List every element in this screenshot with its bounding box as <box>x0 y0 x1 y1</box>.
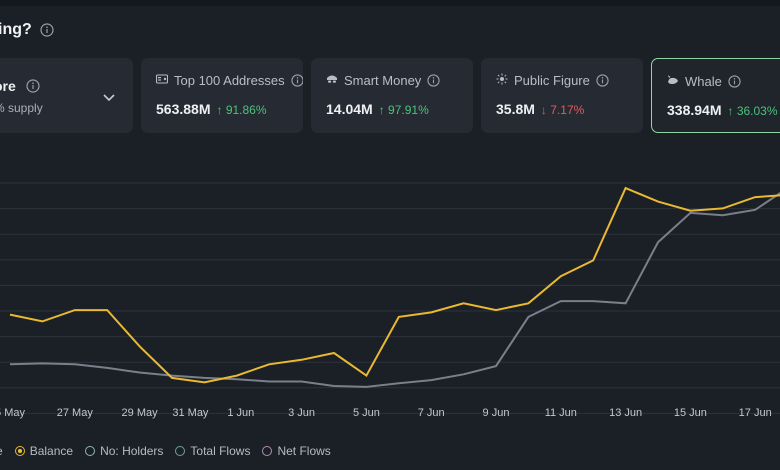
info-icon[interactable] <box>427 73 441 88</box>
series-line-balance <box>9 186 780 384</box>
public-figure-icon <box>496 73 508 88</box>
x-tick-label: 31 May <box>172 407 209 419</box>
x-tick-label: 9 Jun <box>483 407 510 419</box>
info-icon[interactable] <box>40 23 54 37</box>
legend-label: Net Flows <box>277 444 331 458</box>
category-select-label: ore <box>0 78 16 94</box>
card-title: Public Figure <box>514 73 590 88</box>
x-tick-label: 11 Jun <box>545 407 577 419</box>
smart-money-icon <box>326 73 338 88</box>
x-tick-label: 7 Jun <box>418 407 445 419</box>
legend-dot <box>85 446 96 456</box>
legend-dot <box>175 446 186 456</box>
card-value: 14.04M <box>326 101 373 117</box>
info-icon[interactable] <box>728 74 742 89</box>
legend-label: Total Flows <box>190 444 251 458</box>
section-heading: ing? <box>0 21 54 39</box>
x-tick-label: 27 May <box>57 407 94 419</box>
chart-legend: ce Balance No: Holders Total Flows Net F… <box>0 444 331 458</box>
x-tick-label: 13 Jun <box>609 407 642 419</box>
x-tick-label: 5 Jun <box>353 407 380 419</box>
card-value: 35.8M <box>496 101 535 117</box>
info-icon[interactable] <box>26 79 40 93</box>
x-axis-ticks: 5 May 27 May 29 May 31 May 1 Jun 3 Jun 5 Jun 7 … <box>0 407 772 419</box>
category-select-title: ore <box>0 78 40 94</box>
card-header: Smart Money <box>326 73 441 88</box>
legend-label: ce <box>0 444 3 458</box>
card-title: Whale <box>685 74 722 89</box>
legend-item-total-flows[interactable]: Total Flows <box>175 444 250 458</box>
chevron-down-icon[interactable] <box>103 89 115 107</box>
legend-item-net-flows[interactable]: Net Flows <box>262 444 331 458</box>
category-select-subtitle: % supply <box>0 101 43 115</box>
x-tick-label: 17 Jun <box>739 407 772 419</box>
x-tick-label: 15 Jun <box>674 407 707 419</box>
x-tick-label: 3 Jun <box>288 407 315 419</box>
info-icon[interactable] <box>596 73 610 88</box>
x-tick-label: 5 May <box>0 407 25 419</box>
legend-dot <box>14 446 25 456</box>
card-top-100-addresses[interactable]: Top 100 Addresses 563.88M ↑ 91.86% <box>141 58 303 133</box>
series-line-no-holders <box>9 191 780 388</box>
legend-item-partial[interactable]: ce <box>0 444 3 458</box>
card-change: ↓ 7.17% <box>540 103 585 117</box>
x-tick-label: 29 May <box>122 407 159 419</box>
info-icon[interactable] <box>290 73 303 88</box>
legend-label: No: Holders <box>100 444 164 458</box>
category-select-card[interactable]: ore % supply <box>0 58 133 133</box>
card-smart-money[interactable]: Smart Money 14.04M ↑ 97.91% <box>311 58 473 133</box>
legend-dot <box>262 446 273 456</box>
card-whale[interactable]: Whale 338.94M ↑ 36.03% <box>651 58 780 133</box>
card-change: ↑ 36.03% <box>727 104 778 118</box>
card-header: Whale <box>667 74 742 89</box>
top-strip <box>0 0 780 6</box>
card-title: Top 100 Addresses <box>174 73 285 88</box>
card-public-figure[interactable]: Public Figure 35.8M ↓ 7.17% <box>481 58 643 133</box>
holdings-line-chart[interactable]: 5 May 27 May 29 May 31 May 1 Jun 3 Jun 5 Jun 7 … <box>0 150 780 430</box>
section-heading-text: ing? <box>0 21 32 38</box>
card-header: Top 100 Addresses <box>155 73 303 88</box>
chart-grid <box>0 182 780 414</box>
legend-label: Balance <box>29 444 74 458</box>
legend-item-holders[interactable]: No: Holders <box>85 444 163 458</box>
card-change: ↑ 97.91% <box>378 103 429 117</box>
legend-item-balance[interactable]: Balance <box>14 444 74 458</box>
card-value: 563.88M <box>156 101 211 117</box>
card-value: 338.94M <box>667 102 722 118</box>
whale-icon <box>667 74 679 89</box>
x-tick-label: 1 Jun <box>227 407 254 419</box>
card-title: Smart Money <box>344 73 422 88</box>
server-icon <box>155 73 169 88</box>
card-change: ↑ 91.86% <box>216 103 267 117</box>
card-header: Public Figure <box>496 73 610 88</box>
